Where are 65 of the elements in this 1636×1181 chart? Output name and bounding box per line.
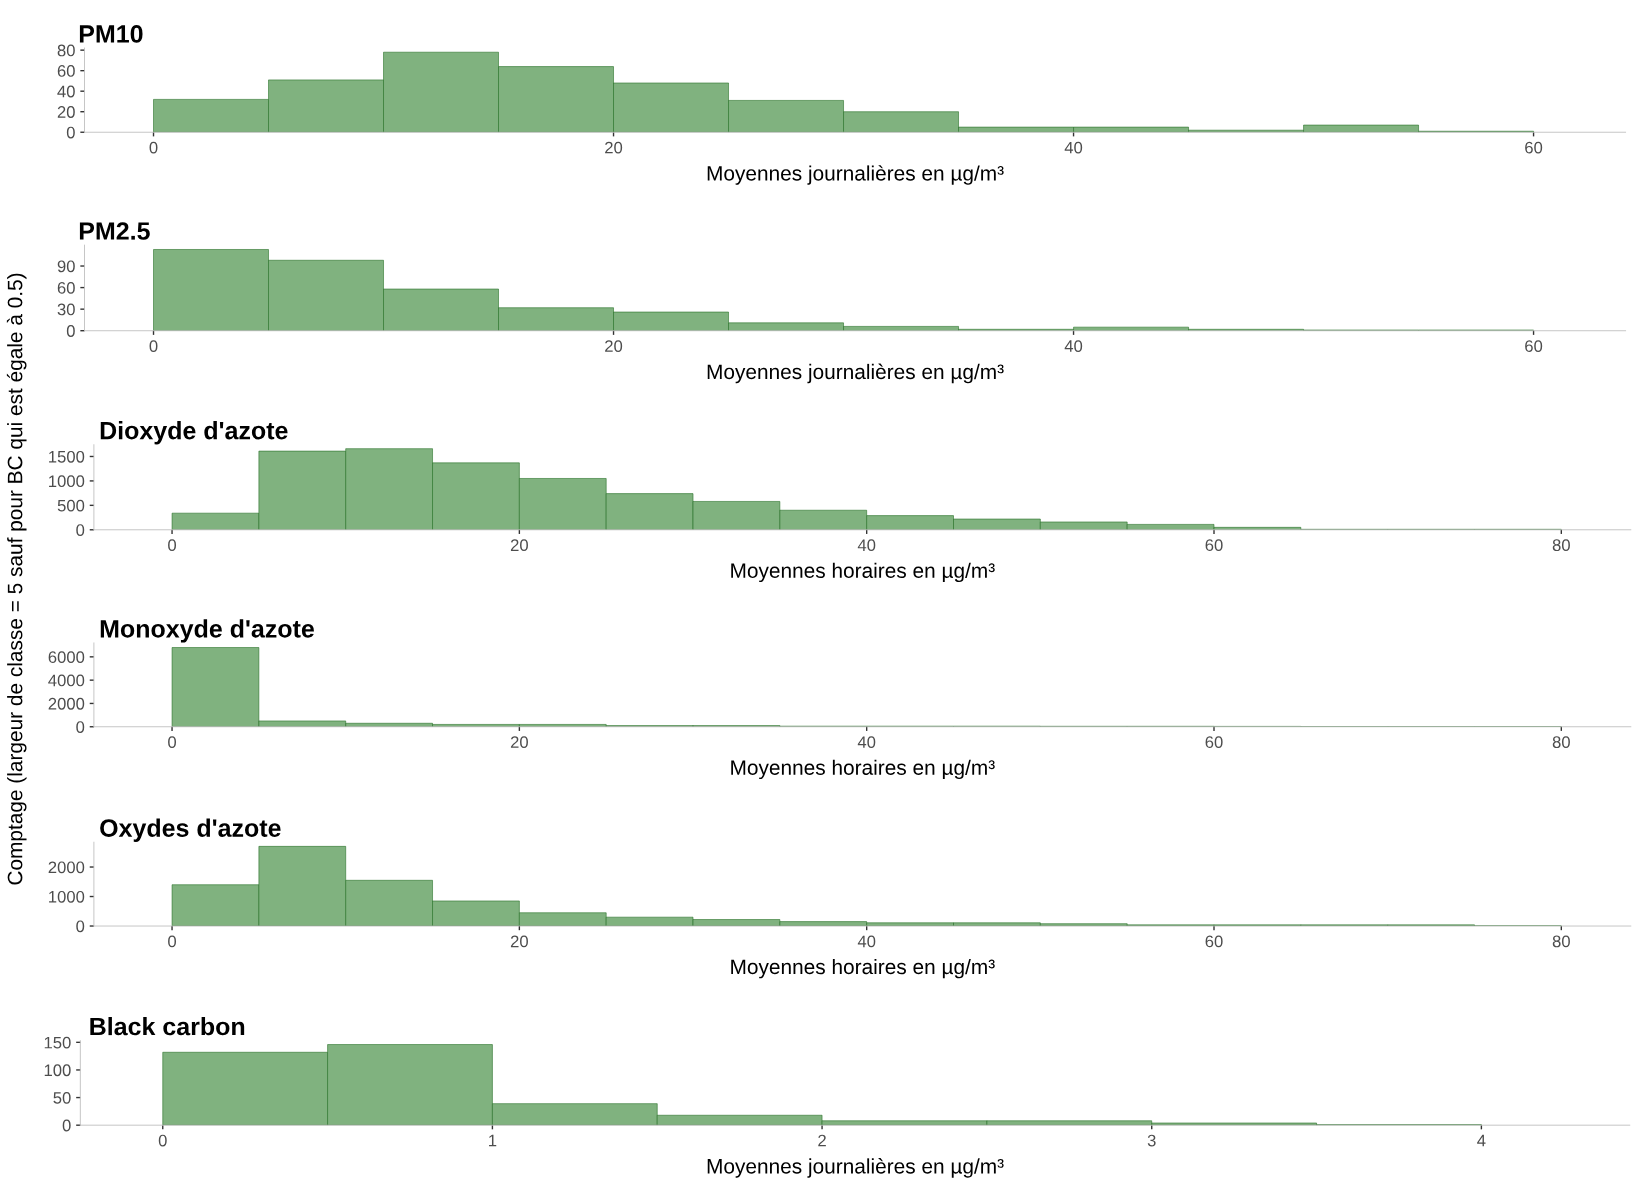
x-tick-label: 40 bbox=[857, 935, 876, 948]
x-tick-label: 40 bbox=[857, 539, 876, 552]
x-tick-label: 20 bbox=[605, 340, 623, 352]
x-axis-title: Moyennes horaires en µg/m³ bbox=[731, 759, 995, 780]
chart-title: PM10 bbox=[79, 25, 143, 43]
chart-title: Black carbon bbox=[90, 1017, 245, 1036]
x-tick-label: 20 bbox=[510, 539, 528, 552]
y-tick-label: 0 bbox=[76, 721, 85, 733]
y-tick-label: 60 bbox=[57, 281, 75, 294]
x-axis-title: Moyennes horaires en µg/m³ bbox=[731, 958, 995, 979]
x-tick-label: 0 bbox=[149, 340, 158, 352]
y-tick-label: 0 bbox=[66, 325, 75, 337]
x-tick-label: 40 bbox=[1064, 340, 1083, 352]
x-axis-title: Moyennes journalières en µg/m³ bbox=[707, 1158, 1004, 1178]
chart-title: Monoxyde d'azote bbox=[100, 619, 314, 643]
chart-title: Dioxyde d'azote bbox=[100, 421, 288, 445]
y-tick-label: 100 bbox=[44, 1064, 71, 1077]
x-tick-label: 4 bbox=[1477, 1134, 1486, 1147]
x-tick-label: 40 bbox=[857, 736, 876, 749]
x-axis-title: Moyennes journalières en µg/m³ bbox=[707, 363, 1004, 384]
x-tick-label: 0 bbox=[149, 141, 158, 154]
x-tick-label: 80 bbox=[1552, 935, 1570, 948]
x-tick-label: 20 bbox=[510, 736, 528, 749]
y-tick-label: 1000 bbox=[49, 890, 85, 903]
y-tick-label: 0 bbox=[76, 920, 85, 933]
y-tick-label: 60 bbox=[57, 65, 75, 77]
y-tick-label: 50 bbox=[53, 1091, 71, 1104]
y-tick-label: 1500 bbox=[49, 450, 85, 463]
x-tick-label: 2 bbox=[818, 1134, 826, 1147]
x-tick-label: 80 bbox=[1552, 736, 1570, 749]
y-tick-label: 90 bbox=[57, 260, 75, 273]
x-tick-label: 0 bbox=[168, 935, 177, 948]
y-tick-label: 0 bbox=[76, 524, 85, 536]
y-tick-label: 30 bbox=[57, 303, 75, 316]
x-tick-label: 60 bbox=[1205, 935, 1223, 948]
y-tick-label: 6000 bbox=[48, 651, 85, 664]
x-tick-label: 60 bbox=[1525, 340, 1543, 352]
y-tick-label: 40 bbox=[57, 85, 75, 98]
x-tick-label: 40 bbox=[1064, 141, 1083, 154]
x-tick-label: 0 bbox=[168, 736, 177, 749]
x-tick-label: 80 bbox=[1552, 539, 1570, 552]
y-tick-label: 500 bbox=[57, 499, 85, 512]
chart-title: Oxydes d'azote bbox=[100, 818, 281, 842]
x-tick-label: 3 bbox=[1147, 1134, 1156, 1147]
y-tick-label: 1000 bbox=[49, 475, 85, 488]
x-tick-label: 60 bbox=[1525, 141, 1543, 154]
y-tick-label: 80 bbox=[57, 44, 75, 57]
x-axis-title: Moyennes journalières en µg/m³ bbox=[707, 165, 1004, 185]
x-tick-label: 0 bbox=[158, 1134, 167, 1147]
y-axis-title: Comptage (largeur de classe = 5 sauf pour BC qui est égale à 0.5) bbox=[6, 273, 27, 885]
x-axis-title: Moyennes horaires en µg/m³ bbox=[731, 562, 995, 583]
y-tick-label: 150 bbox=[44, 1036, 71, 1049]
y-tick-label: 2000 bbox=[48, 697, 85, 710]
x-tick-label: 0 bbox=[168, 539, 177, 552]
x-tick-label: 60 bbox=[1205, 736, 1223, 749]
y-tick-label: 0 bbox=[66, 126, 75, 139]
x-tick-label: 1 bbox=[489, 1134, 497, 1147]
y-tick-label: 20 bbox=[57, 106, 75, 118]
y-tick-label: 0 bbox=[62, 1119, 71, 1132]
y-tick-label: 2000 bbox=[48, 861, 85, 874]
chart-title: PM2.5 bbox=[79, 222, 150, 240]
x-tick-label: 20 bbox=[605, 141, 623, 154]
y-tick-label: 4000 bbox=[48, 674, 85, 687]
x-tick-label: 20 bbox=[510, 935, 528, 948]
x-tick-label: 60 bbox=[1205, 539, 1223, 552]
